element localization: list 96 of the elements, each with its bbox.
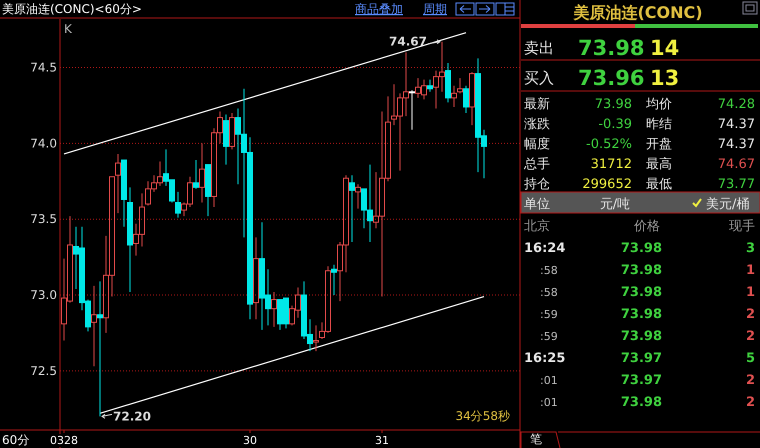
candlestick [193,160,199,190]
text: 美元/桶 [706,196,750,212]
candlestick [469,72,475,126]
candlestick [127,186,133,292]
text: 73.98 [578,36,644,60]
y-tick-label: 74.0 [30,136,57,150]
text: 31712 [590,157,632,172]
y-tick-label: 74.5 [30,60,57,75]
text: 5 [746,351,755,366]
chart-title: 美原油连(CONC)<60分> [2,2,142,16]
candlestick [271,291,277,328]
text: 开盘 [646,137,672,152]
text: 73.77 [718,177,755,192]
text: 73.98 [620,395,662,410]
text: 单位 [524,197,550,212]
text: 16:24 [524,241,566,256]
text: :01 [540,396,558,409]
candlestick [175,191,181,218]
text: 13 [650,66,680,90]
text: 昨结 [646,117,672,132]
text: -0.52% [586,137,632,152]
candlestick [457,78,463,94]
candlestick [349,174,355,242]
text: 299652 [582,177,632,192]
candlestick [91,285,97,367]
candlestick [427,79,433,92]
candlestick [331,264,337,296]
text: 73.98 [620,285,662,300]
text: 北京 [524,219,550,234]
annotation: 34分58秒 [455,409,510,423]
text: :58 [540,264,558,277]
text: 73.98 [594,97,632,112]
text: 2 [746,373,755,388]
text: :59 [540,308,558,321]
text: 73.97 [620,373,662,388]
text: 最新 [524,97,550,112]
y-tick-label: 72.5 [30,364,57,378]
text: 1 [746,285,755,300]
text: 幅度 [524,136,550,152]
annotation: 74.67 [389,34,427,49]
text: :01 [540,374,558,387]
text: 持仓 [524,177,550,192]
text: 73.97 [620,351,662,366]
candlestick [355,184,361,210]
text: 最高 [646,156,672,172]
text: 74.37 [718,137,755,152]
text: 总手 [523,157,550,172]
y-tick-label: 73.5 [30,212,57,226]
candlestick [223,114,229,166]
text: 元/吨 [600,197,630,212]
x-tick-label: 0328 [50,434,78,447]
text: 商品叠加 [355,2,403,16]
text: 2 [746,329,755,344]
candlestick [253,236,259,320]
text: 74.67 [718,157,755,172]
text: :58 [540,286,558,299]
text: 现手 [729,219,755,234]
candlestick [199,142,205,204]
text: 1 [746,263,755,278]
text: 74.37 [718,117,755,132]
candlestick [115,153,121,214]
text: 周期 [423,2,447,16]
x-tick-label: 30 [243,434,257,447]
candlestick [451,85,457,108]
text: 均价 [645,97,672,112]
text: 最低 [646,177,672,192]
text: 14 [650,36,680,60]
text: 美原油连(CONC) [572,3,703,22]
y-tick-label: 73.0 [30,288,57,302]
x-tick-label: 31 [375,434,389,447]
annotation: K [64,22,73,36]
candlestick [97,280,103,417]
text: 笔 [530,432,542,446]
text: -0.39 [598,117,632,132]
text: 3 [746,241,755,256]
text: 73.98 [620,263,662,278]
text: 60分 [2,433,30,447]
text: 卖出 [524,39,554,57]
text: 16:25 [524,351,566,366]
text: :59 [540,330,558,343]
text: 73.98 [620,241,662,256]
text: 2 [746,395,755,410]
text: 73.96 [578,66,644,90]
text: 价格 [633,219,660,234]
text: 74.28 [718,97,755,112]
text: 涨跌 [524,117,550,132]
annotation: 72.20 [113,409,151,424]
candlestick [121,160,127,228]
candlestick [205,164,211,217]
candlestick [445,62,451,103]
candlestick [313,324,319,352]
candlestick [463,85,469,114]
text: 73.98 [620,307,662,322]
text: 买入 [524,69,554,87]
text: 73.98 [620,329,662,344]
text: 2 [746,307,755,322]
